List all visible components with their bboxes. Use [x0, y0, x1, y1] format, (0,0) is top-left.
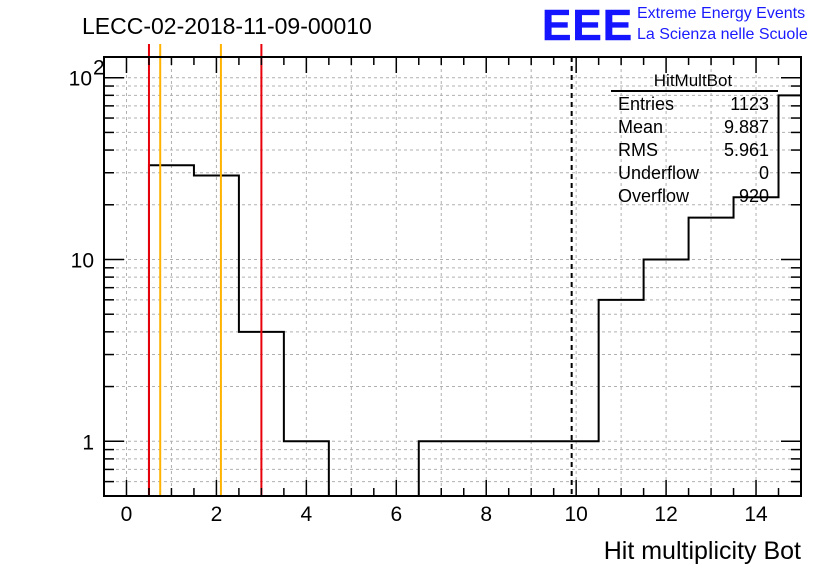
eee-logo: EEE Extreme Energy Events La Scienza nel… [542, 1, 808, 51]
x-axis-title: Hit multiplicity Bot [604, 537, 801, 565]
stats-label: Entries [618, 94, 674, 114]
stats-box: HitMultBot Entries 1123 Mean 9.887 RMS 5.961 U… [611, 71, 778, 206]
stats-rows: Entries 1123 Mean 9.887 RMS 5.961 Underflow 0 Ov… [618, 94, 769, 206]
logo-line-2: La Scienza nelle Scuole [637, 26, 808, 43]
stats-value: 9.887 [724, 117, 769, 137]
x-tick-label: 2 [211, 503, 223, 526]
x-tick-label: 14 [744, 503, 768, 526]
y-tick-exponent: 2 [93, 57, 105, 80]
x-tick-label: 10 [564, 503, 587, 526]
histogram-bin [779, 95, 801, 496]
stats-value: 1123 [730, 94, 769, 114]
reference-lines [147, 44, 573, 496]
x-tick-label: 8 [480, 503, 492, 526]
y-tick-label: 10 [71, 249, 94, 272]
y-tick-label: 1 [82, 431, 94, 454]
logo-mark: EEE [542, 1, 633, 50]
x-tick-label: 0 [121, 503, 133, 526]
stats-label: RMS [618, 140, 658, 160]
stats-box-title: HitMultBot [654, 71, 733, 90]
histogram-outline [147, 94, 801, 497]
x-tick-label: 6 [390, 503, 402, 526]
grid-lines [104, 57, 801, 497]
chart-title: LECC-02-2018-11-09-00010 [82, 13, 372, 39]
stats-value: 920 [739, 186, 769, 206]
x-tick-label: 12 [654, 503, 677, 526]
stats-value: 0 [759, 163, 769, 183]
stats-value: 5.961 [724, 140, 769, 160]
plot-border [103, 56, 802, 497]
stats-label: Mean [618, 117, 663, 137]
plot-frame [103, 56, 802, 497]
x-tick-label: 4 [301, 503, 313, 526]
axis-ticks [104, 57, 801, 497]
stats-label: Overflow [618, 186, 690, 206]
y-tick-label: 10 [69, 68, 92, 91]
stats-label: Underflow [618, 163, 700, 183]
logo-line-1: Extreme Energy Events [637, 5, 805, 22]
histogram-line [147, 94, 801, 497]
